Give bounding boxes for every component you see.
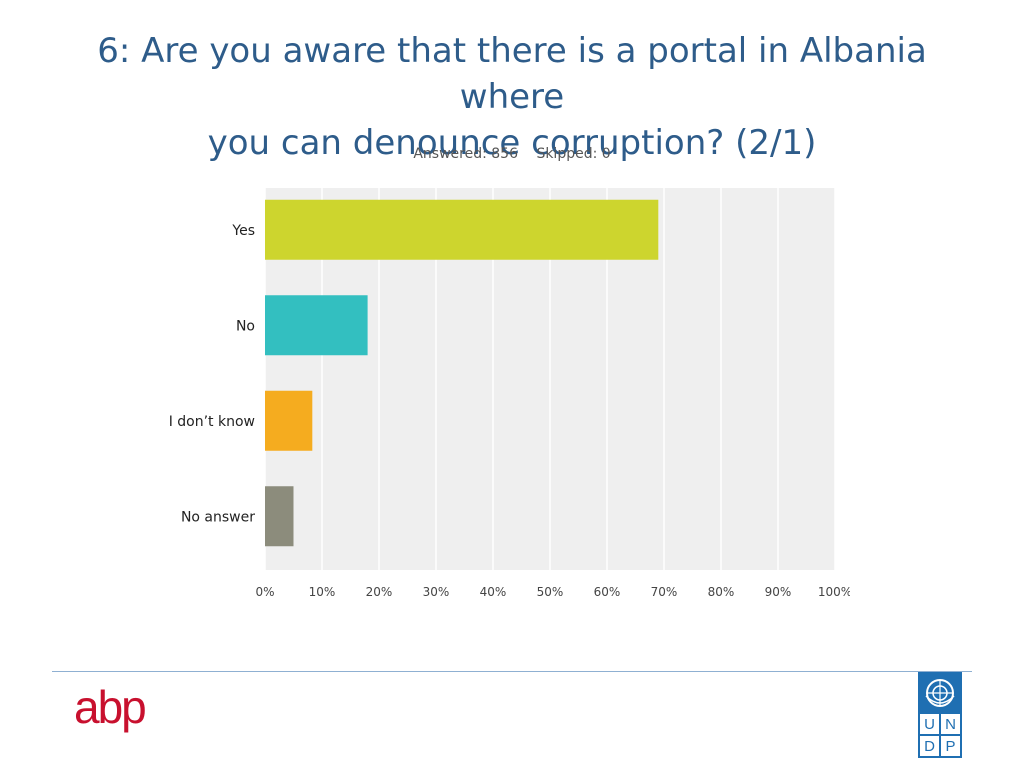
undp-letter-u: U (920, 714, 939, 734)
bar (265, 199, 659, 260)
undp-logo: U N D P (918, 672, 962, 758)
title-line-1: 6: Are you aware that there is a portal … (97, 31, 927, 117)
x-tick-label: 50% (537, 585, 564, 599)
x-tick-label: 40% (480, 585, 507, 599)
x-tick-label: 0% (255, 585, 274, 599)
undp-letter-d: D (920, 736, 939, 756)
x-tick-label: 100% (818, 585, 850, 599)
footer-divider (52, 671, 972, 672)
undp-letters: U N D P (920, 714, 960, 756)
bar-chart: 0% 10% 20% 30% 40% 50% 60% 70% 80% 90% 100% Yes No I … (169, 188, 850, 599)
x-tick-label: 10% (309, 585, 336, 599)
bar (265, 390, 313, 451)
category-label: I don’t know (169, 414, 255, 430)
abp-logo: abp (74, 681, 147, 733)
category-label: No answer (181, 509, 255, 525)
title-line-2: you can denounce corruption? (2/1) (207, 123, 817, 163)
undp-letter-p: P (941, 736, 960, 756)
x-tick-label: 70% (651, 585, 678, 599)
x-tick-label: 90% (765, 585, 792, 599)
x-tick-label: 20% (366, 585, 393, 599)
bar (265, 486, 294, 547)
x-tick-label: 80% (708, 585, 735, 599)
response-stats: Answered: 856 Skipped: 0 (0, 146, 1024, 162)
skipped-count: Skipped: 0 (536, 146, 611, 162)
slide-title: 6: Are you aware that there is a portal … (40, 28, 984, 166)
un-emblem-icon (920, 674, 960, 712)
bar (265, 295, 368, 356)
category-label: Yes (231, 223, 255, 239)
answered-count: Answered: 856 (413, 146, 518, 162)
category-label: No (236, 318, 255, 334)
x-tick-label: 30% (423, 585, 450, 599)
undp-letter-n: N (941, 714, 960, 734)
x-tick-label: 60% (594, 585, 621, 599)
